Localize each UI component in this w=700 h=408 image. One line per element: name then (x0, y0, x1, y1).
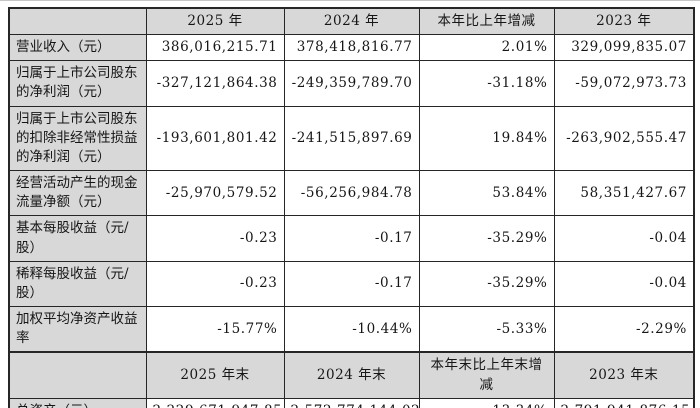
value-cell: 53.84% (418, 170, 555, 217)
row-label: 稀释每股收益（元/股） (8, 260, 147, 308)
value-cell: -0.23 (145, 215, 285, 262)
table-row: 稀释每股收益（元/股） -0.23 -0.17 -35.29% -0.04 (8, 260, 695, 308)
value-cell: -2.29% (553, 306, 695, 353)
row-label: 基本每股收益（元/股） (8, 215, 147, 262)
value-cell: -249,359,789.70 (283, 60, 420, 107)
period-header-cell: 2024 年 (283, 7, 420, 36)
financial-summary-table: 2025 年 2024 年本年比上年增减 2023 年营业收入（元） 386,016,… (8, 7, 695, 408)
value-cell: 378,418,816.77 (283, 34, 420, 62)
period-header-row: 2025 年 2024 年本年比上年增减 2023 年 (8, 7, 695, 36)
period-header-cell: 2025 年 (145, 7, 285, 36)
corner-cell (8, 7, 147, 36)
value-cell: 2,572,774,144.02 (283, 397, 420, 408)
value-cell: -241,515,897.69 (283, 105, 420, 172)
table-row: 加权平均净资产收益率 -15.77% -10.44% -5.33% -2.29% (8, 306, 695, 353)
table-row: 经营活动产生的现金流量净额（元） -25,970,579.52 -56,256,98… (8, 170, 695, 217)
value-cell: 58,351,427.67 (553, 170, 695, 217)
value-cell: 2.01% (418, 34, 555, 62)
table-row: 归属于上市公司股东的扣除非经常性损益的净利润（元） -193,601,801.42… (8, 105, 695, 172)
value-cell: -56,256,984.78 (283, 170, 420, 217)
period-header-cell: 2023 年末 (553, 351, 695, 399)
value-cell: -0.17 (283, 215, 420, 262)
corner-cell (8, 351, 147, 399)
table-row: 基本每股收益（元/股） -0.23 -0.17 -35.29% -0.04 (8, 215, 695, 262)
row-label: 归属于上市公司股东的扣除非经常性损益的净利润（元） (8, 105, 147, 172)
row-label: 总资产（元） (8, 397, 147, 408)
value-cell: -263,902,555.47 (553, 105, 695, 172)
value-cell: -13.34% (418, 397, 555, 408)
table-row: 营业收入（元） 386,016,215.71 378,418,816.77 2.01%… (8, 34, 695, 62)
value-cell: -5.33% (418, 306, 555, 353)
period-header-cell: 2024 年末 (283, 351, 420, 399)
row-label: 经营活动产生的现金流量净额（元） (8, 170, 147, 217)
table-row: 归属于上市公司股东的净利润（元） -327,121,864.38 -249,359,… (8, 60, 695, 107)
value-cell: -193,601,801.42 (145, 105, 285, 172)
period-header-cell: 本年末比上年末增减 (418, 351, 555, 399)
value-cell: -327,121,864.38 (145, 60, 285, 107)
table-row: 总资产（元）2,229,671,947.852,572,774,144.02-1… (8, 397, 695, 408)
page-top-rule (0, 0, 700, 1)
row-label: 加权平均净资产收益率 (8, 306, 147, 353)
value-cell: -0.23 (145, 260, 285, 308)
period-header-cell: 2023 年 (553, 7, 695, 36)
value-cell: -35.29% (418, 215, 555, 262)
value-cell: -35.29% (418, 260, 555, 308)
value-cell: 386,016,215.71 (145, 34, 285, 62)
value-cell: -0.17 (283, 260, 420, 308)
value-cell: -15.77% (145, 306, 285, 353)
value-cell: -59,072,973.73 (553, 60, 695, 107)
value-cell: -0.04 (553, 215, 695, 262)
value-cell: 329,099,835.07 (553, 34, 695, 62)
value-cell: -25,970,579.52 (145, 170, 285, 217)
value-cell: -31.18% (418, 60, 555, 107)
row-label: 归属于上市公司股东的净利润（元） (8, 60, 147, 107)
value-cell: 2,229,671,947.85 (145, 397, 285, 408)
period-header-row: 2025 年末 2024 年末 本年末比上年末增减 2023 年末 (8, 351, 695, 399)
period-header-cell: 本年比上年增减 (418, 7, 555, 36)
row-label: 营业收入（元） (8, 34, 147, 62)
period-header-cell: 2025 年末 (145, 351, 285, 399)
value-cell: 19.84% (418, 105, 555, 172)
value-cell: -0.04 (553, 260, 695, 308)
value-cell: -10.44% (283, 306, 420, 353)
value-cell: 2,791,941,876.15 (553, 397, 695, 408)
